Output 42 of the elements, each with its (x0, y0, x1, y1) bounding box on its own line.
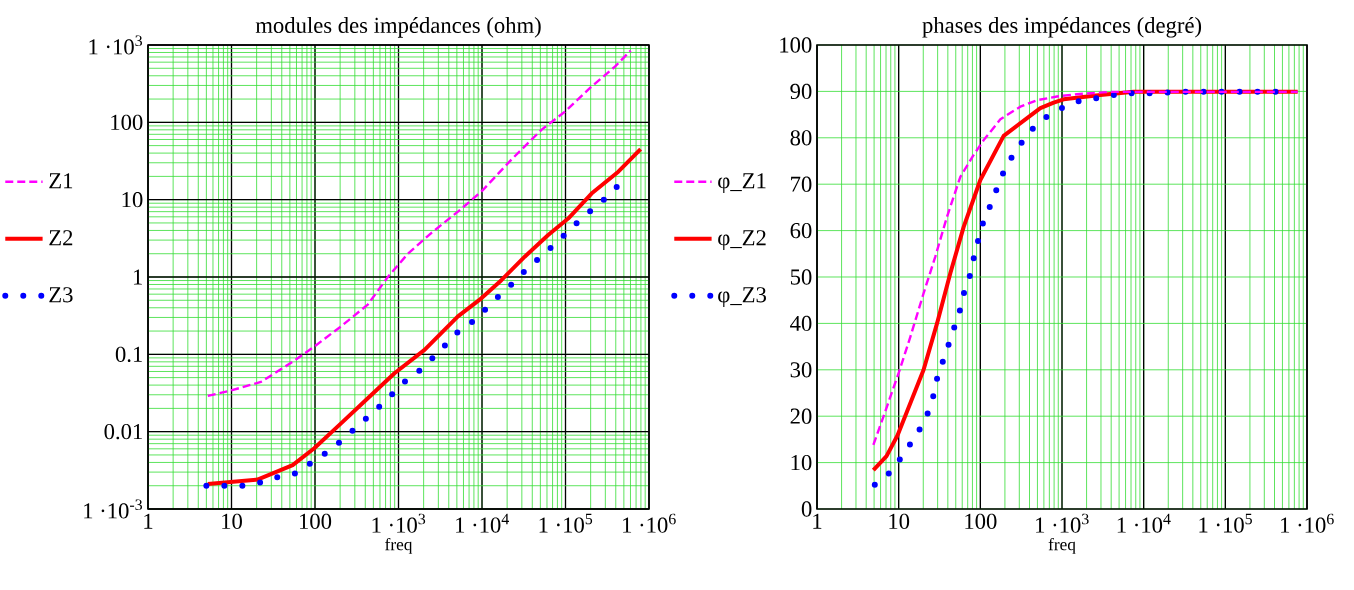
chart-title: modules des impédances (ohm) (255, 17, 541, 38)
x-tick-label: 1 ·10$^{3}$ (1036, 513, 1089, 533)
x-tick-label: 10 (222, 513, 242, 530)
y-tick-label: 20 (790, 408, 812, 424)
x-tick-label: 1 ·10$^{5}$ (539, 513, 593, 533)
x-tick-label: 1 ·10$^{4}$ (1117, 513, 1171, 533)
y-tick-label: 0.01 (104, 423, 142, 440)
y-tick-label: 10 (122, 192, 143, 208)
y-tick-label: 30 (790, 362, 812, 378)
y-tick-label: 90 (790, 83, 812, 100)
legend-label: Z2 (49, 230, 73, 246)
y-tick-label: 40 (790, 315, 812, 332)
y-tick-label: 70 (791, 176, 812, 192)
x-tick-label: 10 (889, 513, 910, 530)
y-tick-label: 60 (790, 222, 812, 239)
y-tick-label: 80 (790, 130, 812, 146)
legend-label: φ_Z2 (718, 230, 766, 251)
chart-title: phases des impédances (degré) (922, 16, 1202, 38)
legend-label: φ_Z3 (718, 287, 766, 308)
x-tick-label: 1 ·10$^{6}$ (1281, 513, 1334, 533)
y-tick-label: 50 (790, 269, 812, 285)
y-tick-label: 1 ·10$^{3}$ (89, 35, 143, 55)
y-tick-label: 1 ·10$^{-3}$ (84, 499, 143, 519)
legend-label: Z1 (49, 173, 73, 189)
x-tick-label: 1 (813, 513, 822, 529)
x-tick-label: 100 (965, 513, 997, 530)
y-tick-label: 100 (111, 114, 143, 130)
legend-label: Z3 (49, 287, 73, 303)
y-tick-label: 0 (801, 501, 812, 517)
x-tick-label: 100 (299, 513, 332, 530)
legend-label: φ_Z1 (718, 173, 766, 194)
x-tick-label: 1 ·10$^{6}$ (623, 513, 676, 533)
y-tick-label: 100 (780, 37, 812, 53)
y-tick-label: 10 (791, 454, 812, 471)
x-tick-label: 1 ·10$^{3}$ (372, 513, 426, 533)
x-tick-label: 1 ·10$^{4}$ (456, 513, 510, 533)
x-tick-label: 1 (144, 513, 153, 529)
x-axis-title: freq (385, 537, 413, 554)
x-tick-label: 1 ·10$^{5}$ (1199, 513, 1252, 533)
y-tick-label: 1 (133, 269, 142, 285)
y-tick-label: 0.1 (115, 346, 142, 363)
x-axis-title: freq (1048, 537, 1076, 554)
